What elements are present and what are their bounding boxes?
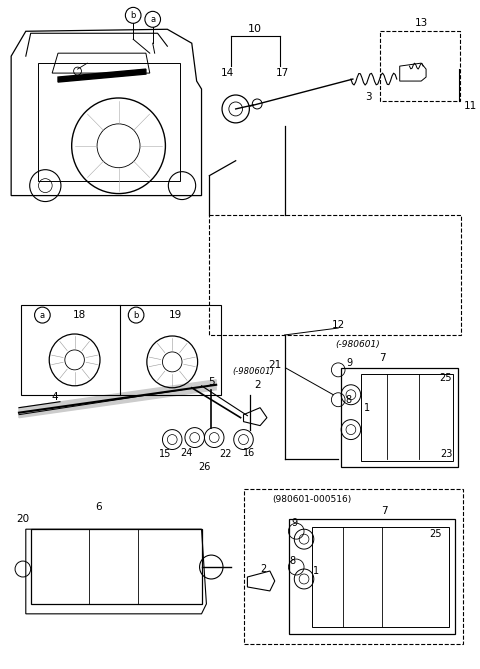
Text: 11: 11 [464, 101, 478, 111]
Polygon shape [58, 69, 146, 82]
Text: 10: 10 [248, 24, 262, 34]
Text: a: a [150, 15, 155, 24]
Bar [38, 63, 180, 181]
Text: 8: 8 [345, 395, 351, 405]
Text: 1: 1 [364, 403, 371, 413]
Text: (-980601): (-980601) [336, 341, 380, 349]
Bar [21, 305, 221, 395]
Bar [312, 527, 448, 627]
Text: 2: 2 [254, 380, 261, 390]
Text: 7: 7 [381, 506, 387, 516]
Text: 23: 23 [440, 450, 453, 460]
Text: 1: 1 [312, 566, 319, 576]
Text: 4: 4 [52, 392, 59, 402]
Bar [209, 215, 461, 335]
Text: 12: 12 [332, 320, 345, 330]
Text: (-980601): (-980601) [232, 367, 274, 377]
Text: 26: 26 [198, 462, 211, 472]
Text: 18: 18 [73, 310, 86, 320]
Text: b: b [131, 11, 136, 20]
Bar [243, 489, 463, 644]
Text: 15: 15 [159, 450, 171, 460]
Bar [380, 31, 460, 101]
Text: 2: 2 [260, 564, 266, 574]
Text: 7: 7 [379, 353, 385, 363]
Text: 25: 25 [439, 373, 452, 383]
Text: 19: 19 [168, 310, 182, 320]
Bar [341, 368, 458, 468]
Text: 14: 14 [221, 68, 235, 78]
Text: 24: 24 [180, 448, 193, 458]
Text: 9: 9 [291, 518, 297, 529]
Text: 9: 9 [346, 358, 352, 368]
Text: 5: 5 [208, 377, 215, 387]
Text: 8: 8 [289, 556, 295, 566]
Text: 3: 3 [365, 92, 372, 102]
Text: (980601-000516): (980601-000516) [272, 495, 351, 504]
Polygon shape [19, 380, 216, 417]
Bar [31, 529, 202, 604]
Bar [360, 374, 454, 462]
Text: 6: 6 [96, 502, 102, 512]
Text: 20: 20 [16, 514, 29, 524]
Text: 16: 16 [243, 448, 255, 458]
Text: 22: 22 [220, 450, 232, 460]
Bar [289, 519, 456, 634]
Text: b: b [133, 310, 139, 320]
Text: a: a [40, 310, 45, 320]
Text: 13: 13 [415, 18, 428, 28]
Text: 17: 17 [276, 68, 289, 78]
Text: 25: 25 [430, 529, 442, 539]
Text: 21: 21 [268, 360, 281, 370]
